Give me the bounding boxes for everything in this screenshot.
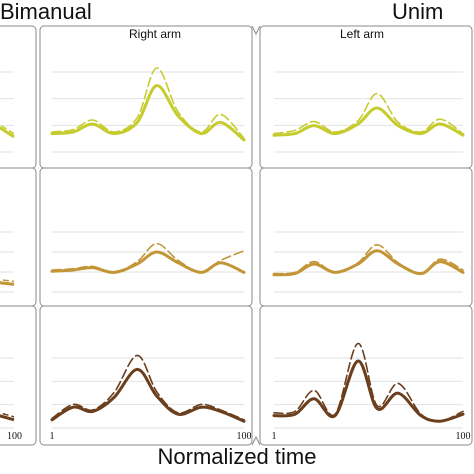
divider-notch-top [251,25,261,36]
x-tick-1-right-arm: 1 [50,431,55,442]
panel-frame [0,25,37,169]
solid-series-line [0,414,15,422]
column-title-right-arm: Right arm [129,27,181,41]
dashed-series-line [273,342,464,423]
x-tick-1-left-arm: 1 [272,431,277,442]
x-tick-100-left-arm: 100 [456,431,471,442]
x-tick-100-right-arm: 100 [237,431,252,442]
panel-frame [259,305,473,446]
group-title-bimanual: Bimanual [0,0,92,24]
panel-frame [0,167,37,307]
dashed-series-line [51,67,245,140]
solid-series-line [50,367,246,423]
dashed-series-line [51,354,245,421]
divider-notch-bottom [251,435,261,446]
x-axis-label: Normalized time [157,444,317,469]
dashed-series-line [0,278,15,283]
solid-series-line [0,126,15,139]
panel-frame [39,167,253,307]
panel-frame [259,25,473,169]
dashed-series-line [273,92,464,135]
solid-series-line [50,250,246,274]
solid-series-line [272,106,465,137]
group-title-unimanual: Unim [392,0,444,24]
solid-series-line [0,281,15,286]
solid-series-line [272,359,465,423]
dashed-series-line [273,243,464,275]
series-lines [0,67,465,423]
panel-frames [0,25,473,446]
gridlines [0,71,463,429]
x-tick-100-left: 100 [7,431,22,442]
column-title-left-arm: Left arm [340,27,384,41]
panel-frame [39,25,253,169]
panel-frame [259,167,473,307]
panel-frame [39,305,253,446]
dashed-series-line [0,123,15,135]
solid-series-line [50,84,246,142]
dashed-series-line [51,242,245,274]
panel-frame [0,305,37,446]
dashed-series-line [0,412,15,418]
